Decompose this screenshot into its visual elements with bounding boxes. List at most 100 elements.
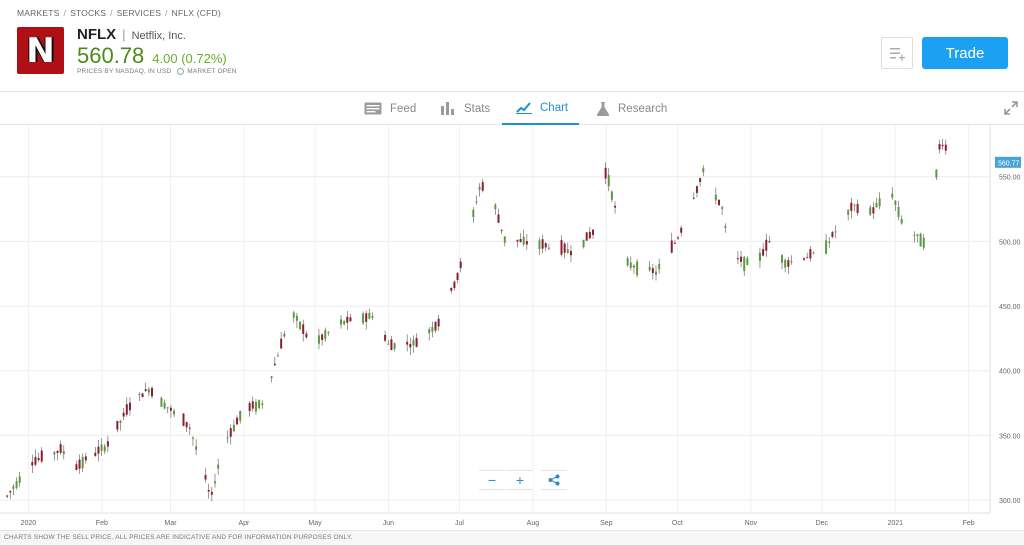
candle-body bbox=[809, 249, 812, 259]
candle-body bbox=[75, 464, 78, 470]
x-tick-label: Jul bbox=[455, 520, 464, 527]
candle-body bbox=[494, 204, 497, 210]
candle-body bbox=[746, 258, 749, 265]
candle-body bbox=[875, 202, 878, 208]
candle-body bbox=[702, 168, 705, 173]
candle-body bbox=[784, 260, 787, 268]
candle-body bbox=[210, 491, 213, 495]
zoom-in-button[interactable]: + bbox=[507, 470, 533, 490]
candle-body bbox=[56, 450, 59, 453]
candle-body bbox=[522, 236, 525, 245]
logo-letter: N bbox=[26, 30, 55, 71]
candle-body bbox=[585, 232, 588, 241]
tab-label: Stats bbox=[464, 102, 491, 115]
candle-body bbox=[544, 243, 547, 248]
candle-body bbox=[834, 231, 837, 233]
candle-body bbox=[636, 261, 639, 276]
zoom-out-button[interactable]: − bbox=[479, 470, 505, 490]
candle-body bbox=[894, 200, 897, 205]
candle-body bbox=[261, 403, 264, 406]
share-button[interactable] bbox=[541, 470, 567, 490]
breadcrumb-markets[interactable]: MARKETS bbox=[17, 8, 60, 18]
share-icon bbox=[548, 474, 560, 486]
breadcrumb-separator: / bbox=[110, 8, 113, 18]
feed-icon bbox=[364, 102, 382, 115]
chart-grid bbox=[0, 125, 991, 514]
y-tick-label: 400.00 bbox=[999, 369, 1021, 376]
candle-body bbox=[258, 400, 261, 409]
expand-icon[interactable] bbox=[1004, 101, 1018, 115]
tab-feed[interactable]: Feed bbox=[362, 92, 418, 125]
candle-body bbox=[916, 234, 919, 236]
candle-body bbox=[566, 249, 569, 253]
candle-body bbox=[226, 437, 229, 439]
candle-body bbox=[100, 444, 103, 451]
research-icon bbox=[596, 101, 610, 116]
candle-body bbox=[516, 239, 519, 242]
candle-body bbox=[125, 404, 128, 415]
candle-body bbox=[141, 393, 144, 398]
tab-chart[interactable]: Chart bbox=[502, 92, 579, 125]
candle-body bbox=[53, 452, 56, 455]
candle-body bbox=[699, 178, 702, 182]
candle-body bbox=[365, 313, 368, 322]
candle-body bbox=[538, 240, 541, 250]
price-tag-box bbox=[995, 156, 1021, 168]
candle-body bbox=[812, 252, 815, 254]
y-tick-label: 500.00 bbox=[999, 239, 1021, 246]
candle-body bbox=[450, 287, 453, 291]
candle-body bbox=[718, 199, 721, 206]
candle-body bbox=[106, 441, 109, 447]
candle-body bbox=[897, 206, 900, 217]
stats-icon bbox=[441, 102, 454, 115]
price-change: 4.00 (0.72%) bbox=[152, 51, 227, 66]
candle-body bbox=[236, 417, 239, 425]
y-tick-label: 350.00 bbox=[999, 433, 1021, 440]
candle-body bbox=[847, 209, 850, 215]
candle-body bbox=[239, 410, 242, 421]
candle-body bbox=[610, 191, 613, 200]
x-tick-label: 2020 bbox=[21, 520, 37, 527]
candle-body bbox=[604, 167, 607, 179]
candle-body bbox=[81, 456, 84, 469]
price-chart[interactable]: 300.00 350.00 400.00 450.00 500.00 550.00 202… bbox=[0, 125, 1024, 530]
breadcrumb-stocks[interactable]: STOCKS bbox=[70, 8, 107, 18]
breadcrumb: MARKETS / STOCKS / SERVICES / NFLX (CFD) bbox=[17, 8, 221, 18]
candle-body bbox=[144, 389, 147, 391]
candle-body bbox=[34, 456, 37, 465]
candle-body bbox=[340, 319, 343, 325]
candle-body bbox=[84, 456, 87, 461]
candle-body bbox=[248, 402, 251, 412]
candle-body bbox=[12, 486, 15, 489]
trade-button[interactable]: Trade bbox=[922, 37, 1008, 69]
x-tick-label: May bbox=[308, 520, 322, 527]
candle-body bbox=[632, 266, 635, 268]
candle-body bbox=[415, 337, 418, 347]
title-divider: | bbox=[122, 27, 126, 42]
candle-body bbox=[406, 341, 409, 345]
tab-label: Chart bbox=[540, 101, 569, 114]
candle-body bbox=[547, 247, 550, 249]
candle-body bbox=[207, 489, 210, 492]
candle-body bbox=[768, 241, 771, 243]
candle-body bbox=[283, 333, 286, 337]
breadcrumb-services[interactable]: SERVICES bbox=[116, 8, 162, 18]
candle-body bbox=[409, 344, 412, 348]
add-to-watchlist-button[interactable] bbox=[881, 37, 913, 69]
tab-research[interactable]: Research bbox=[594, 92, 669, 125]
candle-body bbox=[362, 313, 365, 324]
tab-stats[interactable]: Stats bbox=[439, 92, 492, 125]
candle-body bbox=[151, 387, 154, 397]
candle-body bbox=[762, 249, 765, 256]
candle-body bbox=[872, 207, 875, 214]
candle-body bbox=[740, 256, 743, 262]
candle-body bbox=[891, 193, 894, 198]
candle-body bbox=[191, 437, 194, 439]
x-tick-label: 2021 bbox=[887, 520, 903, 527]
candle-body bbox=[519, 238, 522, 243]
candle-body bbox=[204, 474, 207, 480]
candle-body bbox=[806, 257, 809, 259]
candle-body bbox=[173, 410, 176, 415]
candle-body bbox=[122, 412, 125, 417]
market-status: MARKET OPEN bbox=[187, 68, 237, 75]
